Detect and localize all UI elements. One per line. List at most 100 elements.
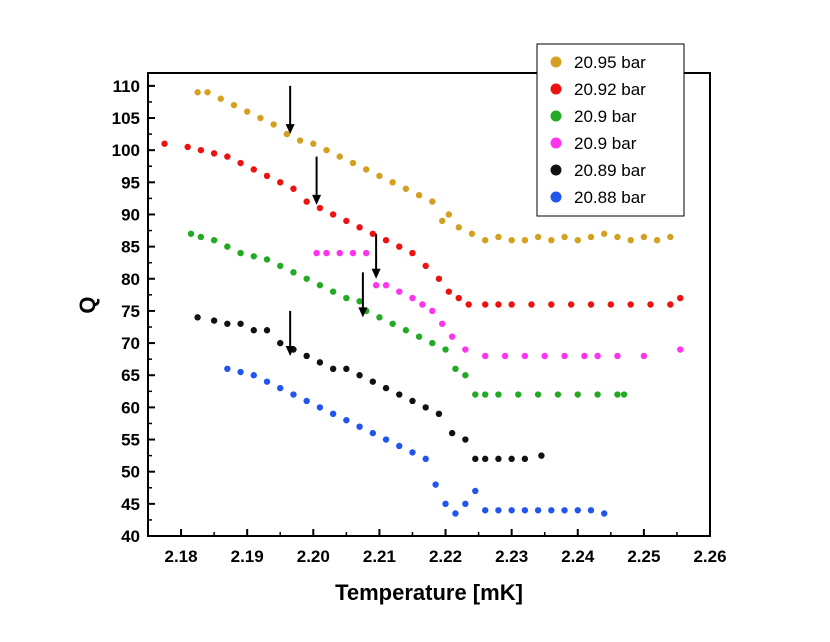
x-tick-label: 2.23 <box>495 547 528 566</box>
y-tick-label: 70 <box>121 334 140 353</box>
data-point <box>187 230 195 237</box>
legend: 20.95 bar 20.92 bar 20.9 bar 20.9 bar 20.89 … <box>536 43 685 217</box>
data-point <box>567 301 575 308</box>
data-point <box>194 314 201 321</box>
data-point <box>452 510 459 517</box>
data-point <box>429 198 436 205</box>
data-point <box>356 423 363 430</box>
legend-marker <box>550 110 562 122</box>
x-axis-title: Temperature [mK] <box>335 580 523 605</box>
data-point <box>329 365 337 373</box>
data-point <box>581 352 588 360</box>
y-tick-label: 45 <box>121 495 140 514</box>
data-point <box>343 217 350 225</box>
data-point <box>316 359 324 366</box>
data-point <box>614 352 621 360</box>
data-point <box>210 236 218 244</box>
data-point <box>409 397 416 405</box>
data-point <box>356 298 363 305</box>
data-point <box>389 320 396 327</box>
data-point <box>482 391 489 398</box>
data-point <box>303 275 310 282</box>
data-point <box>472 455 479 463</box>
data-point <box>495 301 502 308</box>
data-point <box>356 372 363 379</box>
data-point <box>601 230 608 237</box>
y-tick-label: 50 <box>121 463 140 482</box>
data-point <box>310 140 317 147</box>
data-point <box>462 372 469 379</box>
data-point <box>482 236 489 244</box>
annotation-arrow <box>371 233 381 279</box>
legend-marker <box>550 164 562 176</box>
data-point <box>614 233 621 241</box>
data-point <box>462 346 469 353</box>
legend-marker <box>550 137 562 149</box>
data-point <box>508 455 515 463</box>
data-point <box>462 436 469 443</box>
data-point <box>277 262 284 270</box>
data-point <box>439 217 446 225</box>
legend-marker <box>550 56 562 68</box>
data-point <box>329 211 337 218</box>
data-point <box>356 224 363 231</box>
data-point <box>303 198 310 205</box>
data-point <box>197 146 205 154</box>
data-point <box>429 307 436 315</box>
x-tick-label: 2.22 <box>429 547 462 566</box>
data-point <box>445 288 453 295</box>
data-point <box>382 436 390 443</box>
y-tick-label: 60 <box>121 398 140 417</box>
data-point <box>243 108 251 115</box>
data-point <box>382 236 390 244</box>
data-point <box>329 288 337 295</box>
data-point <box>495 455 502 463</box>
legend-box <box>536 43 685 217</box>
data-point <box>204 89 211 96</box>
data-point <box>263 256 271 263</box>
legend-label: 20.9 bar <box>574 107 637 126</box>
data-point <box>534 233 542 241</box>
y-axis-title: Q <box>75 296 100 313</box>
data-point <box>250 372 257 379</box>
legend-item: 20.88 bar <box>550 188 646 207</box>
data-point <box>587 233 595 241</box>
data-point <box>422 404 429 411</box>
data-point <box>455 224 462 231</box>
data-point <box>296 137 304 144</box>
data-point <box>508 236 515 244</box>
data-point <box>482 301 489 308</box>
data-point <box>409 249 416 257</box>
data-point <box>472 391 479 398</box>
data-point <box>422 262 429 270</box>
data-point <box>362 249 370 257</box>
data-point <box>640 233 648 241</box>
data-point <box>362 166 370 173</box>
data-point <box>455 294 462 302</box>
data-point <box>283 130 291 138</box>
y-tick-label: 40 <box>121 527 140 546</box>
data-point <box>515 391 522 398</box>
legend-item: 20.92 bar <box>550 80 646 99</box>
data-point <box>614 391 621 398</box>
legend-label: 20.9 bar <box>574 134 637 153</box>
x-axis-ticks: 2.18 2.19 2.20 2.21 2.22 2.23 2.24 2.25 2.26 <box>165 529 727 566</box>
data-point <box>429 339 436 347</box>
data-point <box>495 233 502 241</box>
data-point <box>343 365 350 373</box>
data-point <box>435 275 443 282</box>
data-points <box>161 89 684 517</box>
annotation-arrow <box>358 272 368 318</box>
data-point <box>237 159 244 167</box>
data-point <box>534 507 542 514</box>
data-point <box>277 384 284 392</box>
y-tick-label: 100 <box>112 141 140 160</box>
data-point <box>419 301 426 308</box>
data-point <box>422 455 429 463</box>
data-point <box>647 301 654 308</box>
data-point <box>402 185 410 192</box>
data-point <box>396 442 403 450</box>
data-point <box>237 368 244 376</box>
data-point <box>640 352 648 360</box>
